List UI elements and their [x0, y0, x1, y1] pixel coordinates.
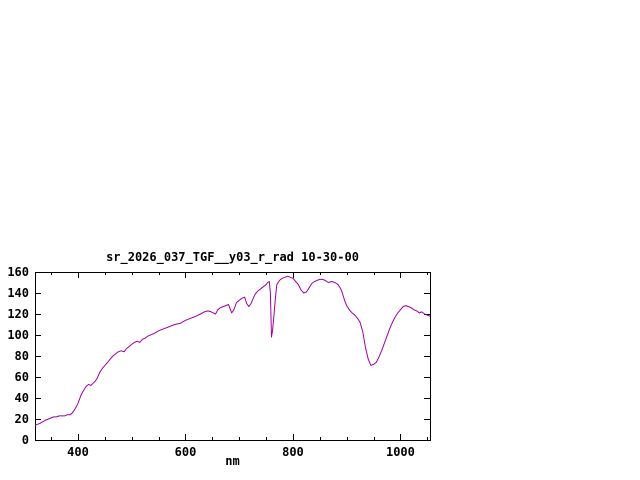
y-tick-label: 80 — [15, 349, 29, 363]
chart-title: sr_2026_037_TGF__y03_r_rad 10-30-00 — [106, 250, 359, 264]
x-axis-label: nm — [225, 454, 240, 468]
x-tick-label: 1000 — [386, 445, 415, 459]
y-tick-label: 0 — [22, 433, 29, 447]
y-tick-label: 140 — [7, 286, 29, 300]
y-tick-label: 160 — [7, 265, 29, 279]
tick-labels: 400 600 800 1000 0 20 40 60 80 100 120 140 160 — [7, 265, 415, 459]
y-tick-label: 40 — [15, 391, 29, 405]
x-tick-label: 400 — [67, 445, 89, 459]
y-tick-label: 120 — [7, 307, 29, 321]
x-tick-label: 600 — [175, 445, 197, 459]
y-tick-label: 100 — [7, 328, 29, 342]
y-tick-label: 20 — [15, 412, 29, 426]
plot-border — [35, 272, 431, 441]
axes — [35, 272, 431, 441]
y-tick-label: 60 — [15, 370, 29, 384]
x-tick-label: 800 — [282, 445, 304, 459]
spectrum-line — [34, 275, 431, 426]
